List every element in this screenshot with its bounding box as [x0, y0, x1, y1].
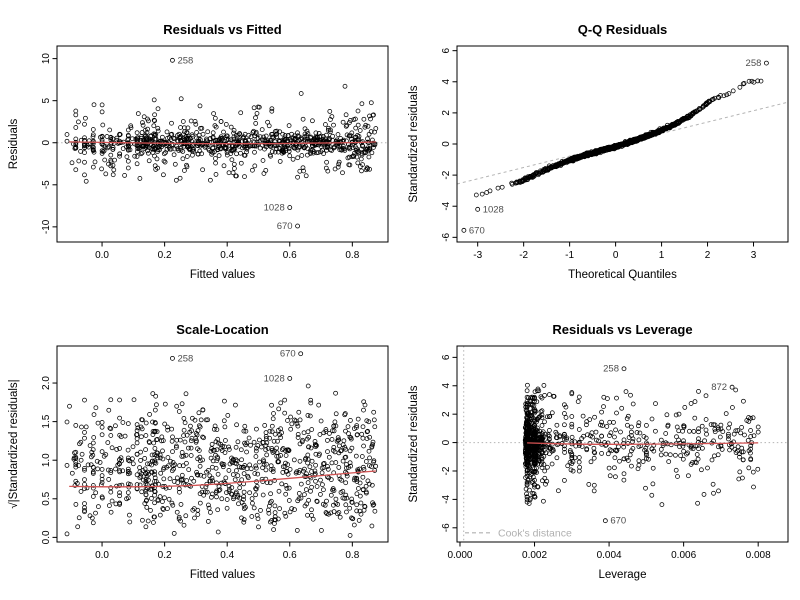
plot-title: Scale-Location — [176, 322, 269, 337]
x-tick-label: -3 — [473, 250, 482, 261]
y-tick-label: -5 — [41, 180, 52, 189]
y-tick-label: 5 — [41, 97, 52, 103]
outlier-point-label: 258 — [746, 58, 762, 69]
panel-scale-location: 258 670 1028 0.0 0.2 0.4 0.6 0.8 0.0 0.5 1.0 1.5 2.0… — [0, 300, 400, 600]
y-tick-label: 2 — [441, 110, 452, 116]
outlier-point-label: 670 — [610, 516, 626, 527]
x-tick-label: 0.0 — [95, 550, 109, 561]
y-tick-label: 1.0 — [41, 453, 52, 467]
panel-residuals-vs-fitted: 258 1028 670 0.0 0.2 0.4 0.6 0.8 -10 -5 0 5 10 Resid… — [0, 0, 400, 300]
x-tick-label: 0.008 — [746, 550, 771, 561]
x-tick-label: -2 — [519, 250, 528, 261]
x-tick-label: 0.6 — [283, 250, 297, 261]
scale-location-plot: 258 670 1028 0.0 0.2 0.4 0.6 0.8 0.0 0.5 1.0 1.5 2.0 — [41, 345, 389, 561]
y-axis-label: Standardized residuals — [408, 85, 420, 203]
y-tick-label: 0 — [41, 140, 52, 146]
x-tick-label: 1 — [659, 250, 665, 261]
y-axis-label: Standardized residuals — [408, 385, 420, 503]
residuals-vs-leverage-plot: Cook's distance 258 872 670 0.000 0.002 0.004 0… — [441, 345, 789, 561]
y-tick-label: 6 — [441, 47, 452, 53]
y-tick-label: 2 — [441, 411, 452, 417]
y-tick-label: -2 — [441, 466, 452, 475]
y-axis-label: Residuals — [8, 118, 20, 170]
x-tick-label: 2 — [705, 250, 711, 261]
x-axis-label: Fitted values — [189, 269, 256, 281]
x-tick-label: -1 — [565, 250, 574, 261]
y-tick-label: 0 — [441, 141, 452, 147]
outlier-point-label: 670 — [277, 221, 293, 232]
cooks-distance-legend-label: Cook's distance — [498, 527, 572, 539]
x-tick-label: 0.4 — [220, 550, 234, 561]
x-tick-label: 0.2 — [158, 550, 172, 561]
outlier-point-label: 670 — [469, 225, 485, 236]
y-tick-label: 2.0 — [41, 376, 52, 390]
x-tick-label: 3 — [751, 250, 757, 261]
outlier-point-label: 258 — [177, 353, 193, 364]
x-tick-label: 0.4 — [220, 250, 234, 261]
y-tick-label: 10 — [41, 53, 52, 65]
x-axis-label: Leverage — [598, 569, 647, 581]
plot-title: Residuals vs Leverage — [552, 322, 693, 337]
y-tick-label: -10 — [41, 219, 52, 234]
y-tick-label: 4 — [441, 383, 452, 389]
y-tick-label: -4 — [441, 201, 452, 210]
y-axis-label: √|Standardized residuals| — [8, 379, 20, 509]
x-tick-label: 0.8 — [345, 250, 359, 261]
y-tick-label: 6 — [441, 354, 452, 360]
x-tick-label: 0 — [613, 250, 619, 261]
residuals-vs-fitted-plot: 258 1028 670 0.0 0.2 0.4 0.6 0.8 -10 -5 0 5 10 — [41, 45, 389, 261]
outlier-point-label: 1028 — [264, 203, 285, 214]
plot-title: Residuals vs Fitted — [163, 22, 282, 37]
y-tick-label: -6 — [441, 232, 452, 241]
outlier-point-label: 1028 — [264, 373, 285, 384]
x-tick-label: 0.2 — [158, 250, 172, 261]
y-tick-label: 0.5 — [41, 491, 52, 505]
x-tick-label: 0.002 — [522, 550, 547, 561]
y-tick-label: 1.5 — [41, 414, 52, 428]
outlier-point-label: 258 — [603, 364, 619, 375]
x-tick-label: 0.6 — [283, 550, 297, 561]
plot-title: Q-Q Residuals — [577, 22, 668, 37]
y-tick-label: -2 — [441, 170, 452, 179]
y-tick-label: 4 — [441, 79, 452, 85]
x-tick-label: 0.004 — [597, 550, 622, 561]
x-tick-label: 0.006 — [671, 550, 696, 561]
x-axis-label: Theoretical Quantiles — [568, 269, 677, 281]
outlier-point-label: 872 — [711, 382, 727, 393]
x-axis-label: Fitted values — [189, 569, 256, 581]
panel-qq-residuals: 258 1028 670 -3 -2 -1 0 1 2 3 -6 -4 -2 0 2 4 6 Q-Q Resid… — [400, 0, 800, 300]
qq-residuals-plot: 258 1028 670 -3 -2 -1 0 1 2 3 -6 -4 -2 0 2 4 6 — [441, 45, 789, 261]
x-tick-label: 0.8 — [345, 550, 359, 561]
outlier-point-label: 258 — [177, 55, 193, 66]
y-tick-label: 0.0 — [41, 530, 52, 544]
x-tick-label: 0.000 — [447, 550, 472, 561]
y-tick-label: -6 — [441, 523, 452, 532]
x-tick-label: 0.0 — [95, 250, 109, 261]
outlier-point-label: 670 — [280, 349, 296, 360]
outlier-point-label: 1028 — [483, 204, 504, 215]
panel-residuals-vs-leverage: Cook's distance 258 872 670 0.000 0.002 0.004 0… — [400, 300, 800, 600]
y-tick-label: -4 — [441, 495, 452, 504]
y-tick-label: 0 — [441, 439, 452, 445]
